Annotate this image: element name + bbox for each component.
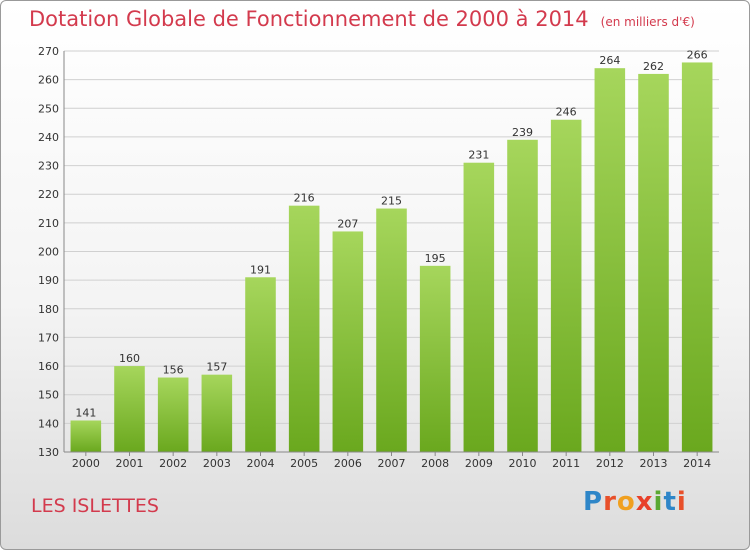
bar-2005 [288, 205, 320, 452]
y-tick-label: 200 [38, 246, 59, 259]
proxiti-logo[interactable]: Proxiti [583, 487, 687, 517]
bar-value-label: 262 [643, 60, 664, 73]
x-tick-label: 2010 [509, 457, 537, 470]
x-tick-label: 2008 [421, 457, 449, 470]
y-tick-label: 180 [38, 303, 59, 316]
bar-2014 [681, 62, 713, 452]
logo-letter: t [663, 487, 677, 517]
logo-letter: i [653, 487, 664, 517]
y-tick-label: 190 [38, 274, 59, 287]
bar-2013 [638, 73, 669, 453]
bar-value-label: 231 [468, 149, 489, 162]
x-tick-label: 2007 [378, 457, 406, 470]
y-axis: 130 140 150 160 170 180 190 200 210 220 230 240 250 2… [38, 45, 65, 459]
bar-2008 [419, 265, 451, 452]
bar-value-label: 191 [250, 263, 271, 276]
bar-value-label: 141 [75, 406, 96, 419]
bar-2006 [332, 231, 364, 452]
place-name: LES ISLETTES [31, 495, 159, 517]
bar-2012 [594, 68, 626, 452]
logo-letter: i [676, 487, 687, 517]
bar-2004 [245, 277, 276, 452]
bar-value-label: 160 [119, 352, 140, 365]
bar-2001 [114, 366, 145, 452]
bar-value-label: 239 [512, 126, 533, 139]
y-tick-label: 230 [38, 160, 59, 173]
y-tick-label: 210 [38, 217, 59, 230]
bar-value-label: 195 [425, 252, 446, 265]
bar-2009 [463, 162, 495, 452]
x-tick-label: 2006 [334, 457, 362, 470]
y-tick-label: 270 [38, 45, 59, 58]
y-tick-label: 150 [38, 389, 59, 402]
bars: 141 160 156 157 191 216 207 215 195 231 239 246 264 2… [70, 48, 713, 453]
x-tick-label: 2009 [465, 457, 493, 470]
y-tick-label: 240 [38, 131, 59, 144]
x-tick-label: 2002 [159, 457, 187, 470]
x-tick-label: 2011 [552, 457, 580, 470]
logo-letter: o [616, 487, 636, 517]
bar-value-label: 207 [337, 217, 358, 230]
chart-unit: (en milliers d'€) [600, 15, 695, 29]
x-tick-label: 2000 [72, 457, 100, 470]
x-tick-label: 2013 [640, 457, 668, 470]
bar-value-label: 215 [381, 195, 402, 208]
y-tick-label: 260 [38, 74, 59, 87]
logo-letter: P [583, 487, 604, 517]
x-tick-label: 2012 [596, 457, 624, 470]
y-tick-label: 220 [38, 188, 59, 201]
bar-2011 [550, 119, 582, 452]
bar-value-label: 157 [206, 361, 227, 374]
logo-letter: x [635, 487, 654, 517]
y-tick-label: 250 [38, 102, 59, 115]
chart-title: Dotation Globale de Fonctionnement de 20… [29, 7, 589, 31]
bar-2003 [201, 374, 233, 452]
x-tick-label: 2004 [247, 457, 275, 470]
bar-value-label: 246 [556, 106, 577, 119]
x-tick-label: 2014 [683, 457, 711, 470]
logo-letter: r [603, 487, 617, 517]
x-tick-label: 2003 [203, 457, 231, 470]
x-axis: 2000 2001 2002 2003 2004 2005 2006 2007 2008 2009… [64, 451, 719, 470]
x-tick-label: 2005 [290, 457, 318, 470]
bar-2010 [507, 139, 538, 453]
bar-value-label: 156 [163, 364, 184, 377]
bar-2000 [70, 420, 102, 452]
bar-value-label: 216 [294, 192, 315, 205]
bar-2007 [376, 208, 407, 452]
bar-value-label: 266 [687, 48, 708, 61]
x-tick-label: 2001 [116, 457, 144, 470]
y-tick-label: 170 [38, 331, 59, 344]
y-tick-label: 130 [38, 446, 59, 459]
y-tick-label: 160 [38, 360, 59, 373]
y-tick-label: 140 [38, 417, 59, 430]
bar-value-label: 264 [599, 54, 620, 67]
chart-title-block: Dotation Globale de Fonctionnement de 20… [29, 7, 695, 31]
bar-2002 [157, 377, 189, 452]
